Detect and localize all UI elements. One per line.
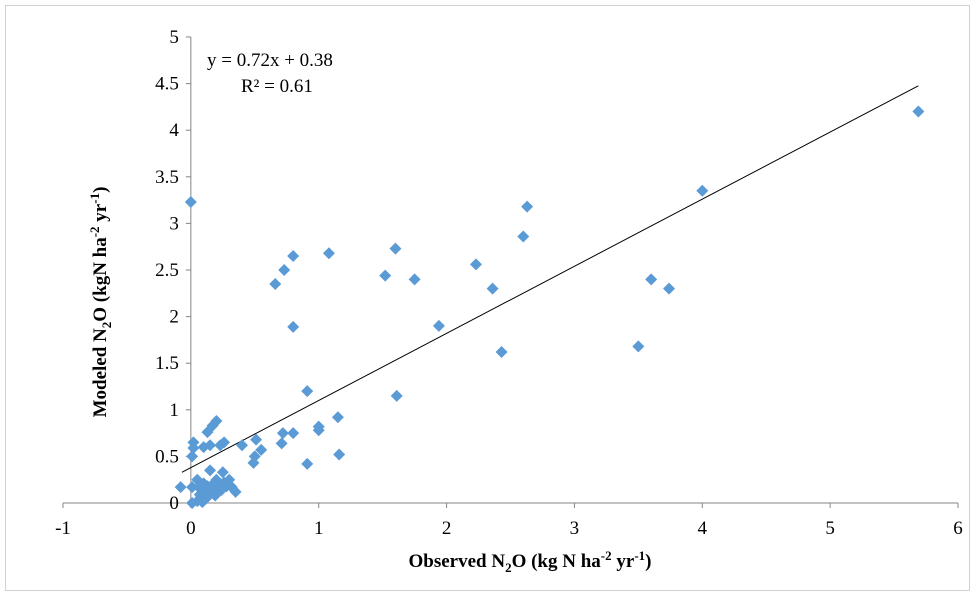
data-point: [408, 273, 421, 286]
trendline: [181, 85, 919, 473]
data-points: [174, 105, 925, 509]
y-tick-label: 4: [169, 120, 179, 141]
data-point: [201, 480, 214, 493]
x-tick-label: 6: [953, 518, 963, 539]
data-point: [645, 273, 658, 286]
data-point: [301, 457, 314, 470]
y-tick-label: 2: [169, 307, 179, 328]
data-point: [663, 282, 676, 295]
data-point: [517, 230, 530, 243]
data-point: [632, 340, 645, 353]
data-point: [287, 427, 300, 440]
data-point: [174, 481, 187, 494]
data-point: [192, 481, 205, 494]
data-point: [225, 481, 238, 494]
y-tick-label: 1.5: [155, 353, 179, 374]
r-squared-label: R² = 0.61: [241, 76, 313, 97]
x-tick-label: -1: [55, 518, 71, 539]
y-tick-label: 5: [169, 27, 179, 48]
y-tick-label: 0: [169, 493, 179, 514]
y-tick-label: 0.5: [155, 446, 179, 467]
data-point: [521, 200, 534, 213]
y-axis-ticks: 0 0.5 1 1.5 2 2.5 3 3.5 4 4.5 5: [155, 27, 191, 514]
data-point: [204, 464, 217, 477]
chart-frame: [5, 5, 970, 591]
data-point: [215, 483, 228, 496]
data-point: [255, 443, 268, 456]
y-tick-label: 3.5: [155, 167, 179, 188]
data-point: [301, 385, 314, 398]
y-axis-title: Modeled N2O (kgN ha-2 yr-1): [87, 187, 114, 418]
data-point: [201, 426, 214, 439]
x-tick-label: 0: [186, 518, 196, 539]
x-tick-label: 1: [314, 518, 324, 539]
data-point: [469, 258, 482, 271]
data-point: [287, 250, 300, 263]
data-point: [389, 242, 402, 255]
y-tick-label: 2.5: [155, 260, 179, 281]
trendline-equation: y = 0.72x + 0.38: [207, 50, 333, 71]
data-point: [247, 456, 260, 469]
data-point: [390, 389, 403, 402]
data-point: [287, 320, 300, 333]
data-point: [191, 495, 204, 508]
data-point: [187, 442, 200, 455]
data-point: [331, 411, 344, 424]
x-axis-ticks: -1 0 1 2 3 4 5 6: [55, 503, 963, 539]
data-point: [276, 427, 289, 440]
axes: [63, 37, 958, 504]
x-tick-label: 4: [698, 518, 708, 539]
data-point: [432, 319, 445, 332]
data-point: [278, 264, 291, 276]
x-axis-title: Observed N2O (kg N ha-2 yr-1): [409, 548, 652, 575]
y-tick-label: 4.5: [155, 74, 179, 95]
data-point: [197, 441, 210, 454]
x-tick-label: 3: [570, 518, 580, 539]
data-point: [186, 450, 199, 463]
data-point: [486, 282, 499, 295]
data-point: [912, 105, 925, 118]
data-point: [275, 437, 288, 450]
data-point: [214, 439, 227, 452]
x-tick-label: 2: [442, 518, 452, 539]
data-point: [322, 247, 335, 260]
y-tick-label: 1: [169, 400, 179, 421]
data-point: [186, 481, 199, 494]
data-point: [216, 466, 229, 479]
data-point: [333, 448, 346, 461]
data-point: [495, 346, 508, 359]
y-tick-label: 3: [169, 213, 179, 234]
data-point: [250, 433, 263, 446]
data-point: [379, 269, 392, 282]
data-point: [184, 195, 197, 208]
data-point: [236, 439, 248, 452]
x-tick-label: 5: [825, 518, 835, 539]
data-point: [696, 184, 709, 197]
data-point: [269, 277, 282, 290]
data-point: [312, 424, 325, 437]
